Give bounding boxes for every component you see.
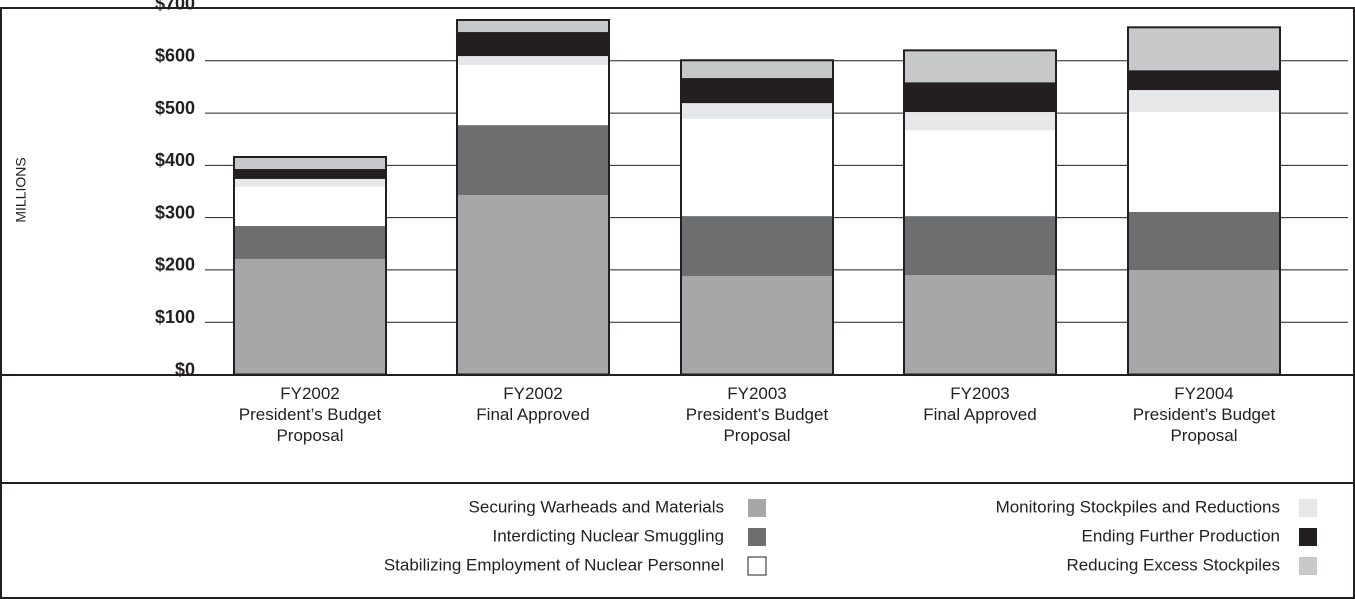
bar-segment (904, 216, 1056, 276)
bar-segment (1128, 90, 1280, 113)
x-tick-label: FY2003 President’s Budget Proposal (686, 384, 829, 445)
y-tick-label: $500 (155, 98, 195, 118)
legend-label: Stabilizing Employment of Nuclear Person… (384, 555, 724, 574)
x-tick-line: FY2004 (1174, 384, 1234, 403)
bar-segment (681, 276, 833, 375)
bar-segment (1128, 269, 1280, 375)
x-tick-line: FY2002 (503, 384, 563, 403)
y-tick-label: $300 (155, 202, 195, 222)
bar-outline (903, 49, 1057, 376)
bar-outline (680, 59, 834, 376)
bar-segment (234, 258, 386, 375)
bar-segment (234, 156, 386, 170)
bar-segment (904, 112, 1056, 131)
bar-segment (904, 82, 1056, 113)
bar-segment (457, 56, 609, 65)
bar-segment (681, 103, 833, 119)
x-tick-line: President’s Budget (239, 405, 382, 424)
y-tick-label: $100 (155, 307, 195, 327)
bar-segment (234, 186, 386, 227)
bar-segment (1128, 112, 1280, 212)
bar-segment (904, 130, 1056, 217)
x-tick-line: Proposal (276, 426, 343, 445)
bar-segment (1128, 27, 1280, 71)
legend-swatch (1299, 499, 1317, 517)
x-tick-line: FY2002 (280, 384, 340, 403)
legend-swatch (1299, 557, 1317, 575)
bar-segment (234, 226, 386, 259)
y-tick-label: $700 (155, 0, 195, 13)
legend-label: Interdicting Nuclear Smuggling (492, 526, 724, 545)
x-tick-label: FY2002 Final Approved (476, 384, 589, 424)
x-tick-line: President’s Budget (686, 405, 829, 424)
bar-outline (1127, 26, 1281, 376)
bar-segment (1128, 70, 1280, 91)
legend-swatch (748, 528, 766, 546)
legend-label: Reducing Excess Stockpiles (1066, 555, 1280, 574)
bar-segment (681, 118, 833, 217)
bar-segment (681, 78, 833, 104)
bar-segment (904, 50, 1056, 83)
x-tick-line: Final Approved (923, 405, 1036, 424)
bar-segment (457, 20, 609, 33)
x-tick-label: FY2003 Final Approved (923, 384, 1036, 424)
y-tick-label: $400 (155, 150, 195, 170)
legend-label: Securing Warheads and Materials (469, 497, 724, 516)
legend-label: Monitoring Stockpiles and Reductions (996, 497, 1280, 516)
bar-segment (681, 60, 833, 79)
bar-outline (456, 19, 610, 376)
bar-segment (681, 216, 833, 277)
bar-segment (234, 178, 386, 187)
x-tick-line: Proposal (723, 426, 790, 445)
bar-segment (234, 169, 386, 179)
bar-outline (233, 155, 387, 376)
x-tick-line: FY2003 (727, 384, 787, 403)
y-tick-label: $600 (155, 46, 195, 66)
bar-segment (457, 32, 609, 57)
y-tick-label: $0 (175, 359, 195, 379)
x-tick-label: FY2004 President’s Budget Proposal (1133, 384, 1276, 445)
bar-segment (457, 195, 609, 375)
bar-segment (1128, 211, 1280, 270)
legend-swatch (747, 556, 767, 576)
bar-segment (457, 64, 609, 126)
x-tick-line: FY2003 (950, 384, 1010, 403)
bar-segment (457, 125, 609, 196)
x-tick-line: Proposal (1170, 426, 1237, 445)
y-tick-label: $200 (155, 255, 195, 275)
x-tick-label: FY2002 President’s Budget Proposal (239, 384, 382, 445)
legend-swatch (748, 499, 766, 517)
y-axis-label: MILLIONS (13, 157, 29, 222)
x-tick-line: Final Approved (476, 405, 589, 424)
legend-swatch (1299, 528, 1317, 546)
legend-label: Ending Further Production (1082, 526, 1280, 545)
x-tick-line: President’s Budget (1133, 405, 1276, 424)
bar-segment (904, 275, 1056, 375)
